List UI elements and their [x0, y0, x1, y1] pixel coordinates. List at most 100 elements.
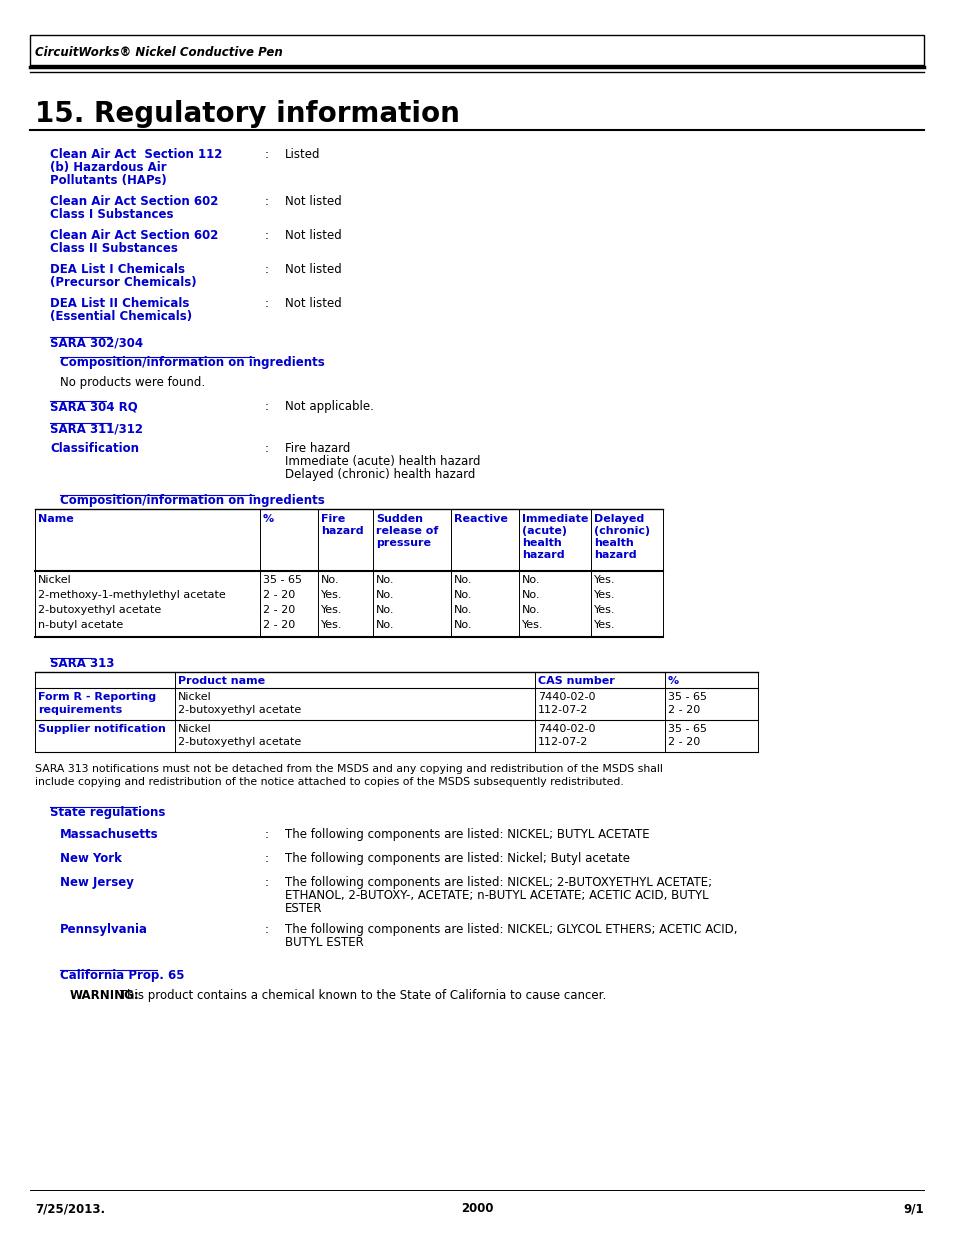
Text: CircuitWorks® Nickel Conductive Pen: CircuitWorks® Nickel Conductive Pen: [35, 46, 282, 58]
Text: Yes.: Yes.: [320, 620, 342, 630]
Text: BUTYL ESTER: BUTYL ESTER: [285, 936, 363, 948]
Text: :: :: [265, 195, 269, 207]
Text: health: health: [521, 538, 561, 548]
Text: Nickel: Nickel: [178, 724, 212, 734]
Text: 15. Regulatory information: 15. Regulatory information: [35, 100, 459, 128]
Text: No.: No.: [454, 605, 472, 615]
Text: (b) Hazardous Air: (b) Hazardous Air: [50, 161, 167, 174]
Text: Immediate: Immediate: [521, 514, 588, 524]
Text: The following components are listed: NICKEL; GLYCOL ETHERS; ACETIC ACID,: The following components are listed: NIC…: [285, 923, 737, 936]
Text: 35 - 65: 35 - 65: [263, 576, 302, 585]
Text: Immediate (acute) health hazard: Immediate (acute) health hazard: [285, 454, 480, 468]
Text: SARA 313 notifications must not be detached from the MSDS and any copying and re: SARA 313 notifications must not be detac…: [35, 764, 662, 774]
Text: ETHANOL, 2-BUTOXY-, ACETATE; n-BUTYL ACETATE; ACETIC ACID, BUTYL: ETHANOL, 2-BUTOXY-, ACETATE; n-BUTYL ACE…: [285, 889, 708, 902]
Text: Yes.: Yes.: [594, 605, 615, 615]
Text: Clean Air Act  Section 112: Clean Air Act Section 112: [50, 148, 222, 161]
Text: SARA 304 RQ: SARA 304 RQ: [50, 400, 137, 412]
Text: %: %: [667, 676, 679, 685]
Text: hazard: hazard: [594, 550, 636, 559]
Text: No.: No.: [521, 590, 540, 600]
Text: :: :: [265, 852, 269, 864]
Text: No.: No.: [375, 590, 395, 600]
Text: Pennsylvania: Pennsylvania: [60, 923, 148, 936]
Text: Sudden: Sudden: [375, 514, 422, 524]
Text: Massachusetts: Massachusetts: [60, 827, 158, 841]
Text: Clean Air Act Section 602: Clean Air Act Section 602: [50, 195, 218, 207]
Text: Form R - Reporting: Form R - Reporting: [38, 692, 156, 701]
Text: No.: No.: [454, 590, 472, 600]
Text: Fire: Fire: [320, 514, 345, 524]
Text: 7440-02-0: 7440-02-0: [537, 692, 595, 701]
Text: No.: No.: [375, 620, 395, 630]
Text: No.: No.: [454, 620, 472, 630]
Text: Not listed: Not listed: [285, 228, 341, 242]
Text: 2 - 20: 2 - 20: [263, 590, 294, 600]
Text: :: :: [265, 827, 269, 841]
Text: CAS number: CAS number: [537, 676, 614, 685]
Text: Delayed: Delayed: [594, 514, 643, 524]
Text: Classification: Classification: [50, 442, 139, 454]
Text: :: :: [265, 228, 269, 242]
Text: 7/25/2013.: 7/25/2013.: [35, 1202, 105, 1215]
Text: hazard: hazard: [521, 550, 564, 559]
Text: Not applicable.: Not applicable.: [285, 400, 374, 412]
Text: 2 - 20: 2 - 20: [263, 620, 294, 630]
Text: :: :: [265, 442, 269, 454]
Text: :: :: [265, 263, 269, 275]
Text: Reactive: Reactive: [454, 514, 507, 524]
Text: :: :: [265, 923, 269, 936]
Text: Yes.: Yes.: [521, 620, 543, 630]
Text: 2-methoxy-1-methylethyl acetate: 2-methoxy-1-methylethyl acetate: [38, 590, 226, 600]
Text: The following components are listed: NICKEL; 2-BUTOXYETHYL ACETATE;: The following components are listed: NIC…: [285, 876, 711, 889]
Text: Class II Substances: Class II Substances: [50, 242, 177, 254]
Text: WARNING:: WARNING:: [70, 989, 139, 1002]
Text: (Essential Chemicals): (Essential Chemicals): [50, 310, 192, 324]
Text: Listed: Listed: [285, 148, 320, 161]
Text: The following components are listed: Nickel; Butyl acetate: The following components are listed: Nic…: [285, 852, 629, 864]
Text: 2-butoxyethyl acetate: 2-butoxyethyl acetate: [178, 737, 301, 747]
Text: New Jersey: New Jersey: [60, 876, 133, 889]
Text: State regulations: State regulations: [50, 806, 165, 819]
Text: 35 - 65: 35 - 65: [667, 692, 706, 701]
Text: %: %: [263, 514, 274, 524]
Text: Nickel: Nickel: [38, 576, 71, 585]
Text: No.: No.: [521, 605, 540, 615]
Text: Not listed: Not listed: [285, 296, 341, 310]
Text: Class I Substances: Class I Substances: [50, 207, 173, 221]
Text: 112-07-2: 112-07-2: [537, 737, 588, 747]
Text: This product contains a chemical known to the State of California to cause cance: This product contains a chemical known t…: [116, 989, 606, 1002]
Text: (chronic): (chronic): [594, 526, 649, 536]
Text: Yes.: Yes.: [594, 590, 615, 600]
Text: 35 - 65: 35 - 65: [667, 724, 706, 734]
Text: 2 - 20: 2 - 20: [667, 705, 700, 715]
Text: 2 - 20: 2 - 20: [263, 605, 294, 615]
Text: 2 - 20: 2 - 20: [667, 737, 700, 747]
Text: No.: No.: [320, 576, 339, 585]
Text: Product name: Product name: [178, 676, 265, 685]
Text: Name: Name: [38, 514, 73, 524]
Text: (Precursor Chemicals): (Precursor Chemicals): [50, 275, 196, 289]
Text: Delayed (chronic) health hazard: Delayed (chronic) health hazard: [285, 468, 475, 480]
Text: :: :: [265, 876, 269, 889]
Text: Supplier notification: Supplier notification: [38, 724, 166, 734]
Text: 2-butoxyethyl acetate: 2-butoxyethyl acetate: [178, 705, 301, 715]
Text: Nickel: Nickel: [178, 692, 212, 701]
Text: Yes.: Yes.: [594, 576, 615, 585]
Text: New York: New York: [60, 852, 122, 864]
Text: The following components are listed: NICKEL; BUTYL ACETATE: The following components are listed: NIC…: [285, 827, 649, 841]
Text: No.: No.: [375, 576, 395, 585]
Text: Pollutants (HAPs): Pollutants (HAPs): [50, 174, 167, 186]
Text: California Prop. 65: California Prop. 65: [60, 969, 184, 982]
Text: release of: release of: [375, 526, 438, 536]
Text: n-butyl acetate: n-butyl acetate: [38, 620, 123, 630]
Text: hazard: hazard: [320, 526, 363, 536]
Text: Yes.: Yes.: [320, 590, 342, 600]
Text: requirements: requirements: [38, 705, 122, 715]
Text: 2000: 2000: [460, 1202, 493, 1215]
Text: 112-07-2: 112-07-2: [537, 705, 588, 715]
Text: :: :: [265, 296, 269, 310]
Text: :: :: [265, 400, 269, 412]
Text: No products were found.: No products were found.: [60, 375, 205, 389]
Text: 9/1: 9/1: [902, 1202, 923, 1215]
Text: No.: No.: [375, 605, 395, 615]
